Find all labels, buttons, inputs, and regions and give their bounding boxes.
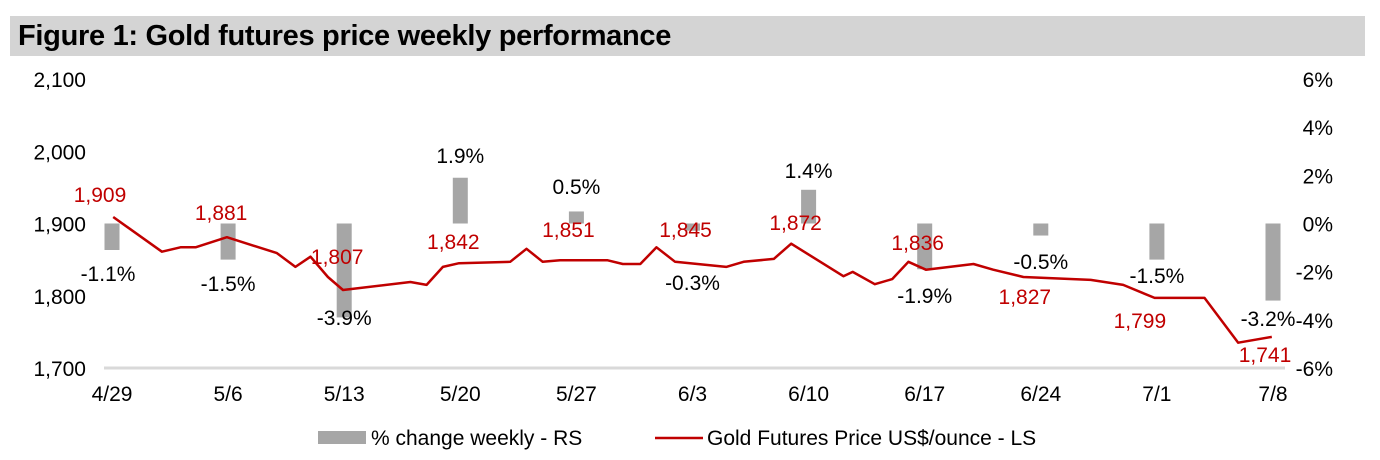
right-axis-tick-label: 4% [1303, 117, 1333, 140]
bar-data-label: 0.5% [552, 176, 600, 199]
bar-pct-change [336, 223, 352, 318]
x-axis-tick-label: 6/3 [678, 383, 707, 406]
bar-pct-change [917, 223, 933, 270]
left-axis-tick-label: 1,700 [33, 358, 86, 381]
gold-price-line [112, 215, 1273, 344]
x-axis-tick-label: 6/10 [788, 383, 829, 406]
bar-data-label: -3.9% [317, 307, 372, 330]
price-data-label: 1,872 [769, 212, 822, 235]
x-axis-tick-label: 7/1 [1142, 383, 1171, 406]
x-axis-tick-label: 7/8 [1258, 383, 1287, 406]
x-axis-tick-label: 4/29 [92, 383, 133, 406]
bar-pct-change [1033, 223, 1049, 236]
x-axis-tick-label: 6/24 [1020, 383, 1061, 406]
x-axis-tick-label: 5/6 [213, 383, 242, 406]
legend-bar-swatch [318, 431, 366, 444]
title-bar: Figure 1: Gold futures price weekly perf… [10, 16, 1365, 56]
bar-pct-change [104, 223, 120, 250]
price-data-label: 1,741 [1239, 344, 1292, 367]
right-axis-tick-label: -2% [1296, 262, 1333, 285]
left-axis-tick-label: 2,100 [33, 69, 86, 92]
right-axis-tick-label: 0% [1303, 214, 1333, 237]
left-axis-tick-label: 2,000 [33, 141, 86, 164]
left-axis-tick-label: 1,900 [33, 214, 86, 237]
bar-pct-change [568, 211, 584, 224]
price-data-label: 1,851 [542, 219, 595, 242]
bar-data-label: 1.9% [436, 145, 484, 168]
x-axis-tick-label: 6/17 [904, 383, 945, 406]
bar-data-label: -0.5% [1013, 251, 1068, 274]
right-axis-tick-label: 6% [1303, 69, 1333, 92]
bar-data-label: 1.4% [785, 160, 833, 183]
chart-title: Figure 1: Gold futures price weekly perf… [18, 20, 672, 52]
price-data-label: 1,845 [659, 219, 712, 242]
price-data-label: 1,836 [891, 232, 944, 255]
bar-data-label: -1.1% [81, 263, 136, 286]
bar-pct-change [801, 189, 817, 224]
bar-data-label: -0.3% [665, 272, 720, 295]
price-data-label: 1,842 [427, 231, 480, 254]
x-axis-tick-label: 5/20 [440, 383, 481, 406]
bar-pct-change [1265, 223, 1281, 301]
bar-pct-change [452, 177, 468, 224]
price-data-label: 1,799 [1114, 310, 1167, 333]
bar-data-label: -1.9% [897, 285, 952, 308]
bar-pct-change [685, 223, 700, 231]
bar-data-label: -3.2% [1241, 308, 1296, 331]
price-data-label: 1,827 [999, 286, 1052, 309]
price-data-label: 1,909 [74, 184, 127, 207]
price-data-label: 1,807 [311, 246, 364, 269]
bar-pct-change [1149, 223, 1165, 260]
legend-bar-label: % change weekly - RS [371, 427, 582, 450]
bar-data-label: -1.5% [1129, 265, 1184, 288]
left-axis-tick-label: 1,800 [33, 286, 86, 309]
x-axis-tick-label: 5/13 [324, 383, 365, 406]
bar-data-label: -1.5% [201, 273, 256, 296]
bar-pct-change [220, 223, 236, 260]
right-axis-tick-label: -6% [1296, 358, 1333, 381]
right-axis-tick-label: -4% [1296, 310, 1333, 333]
legend-line-label: Gold Futures Price US$/ounce - LS [707, 427, 1036, 450]
price-data-label: 1,881 [195, 202, 248, 225]
right-axis-tick-label: 2% [1303, 165, 1333, 188]
x-axis-tick-label: 5/27 [556, 383, 597, 406]
